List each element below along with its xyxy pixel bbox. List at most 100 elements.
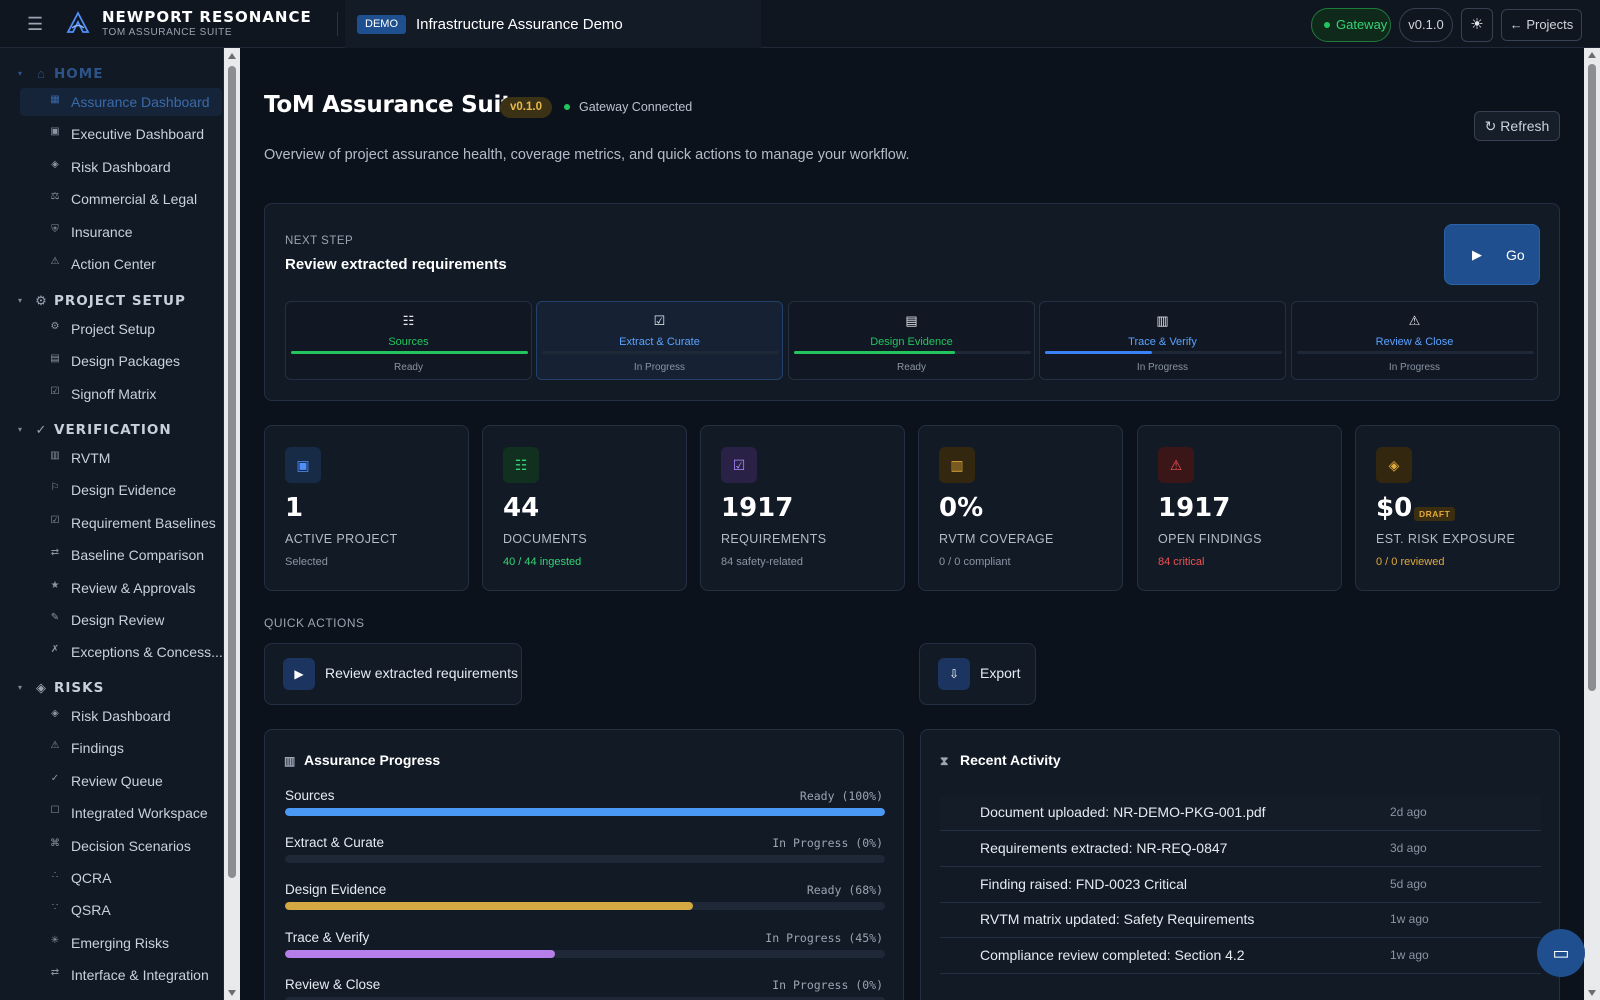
main-scroll-thumb[interactable]	[1588, 64, 1596, 691]
sidebar-item-rvtm[interactable]: ▥ RVTM	[20, 444, 222, 472]
go-label: Go	[1506, 247, 1525, 263]
sidebar-item-label: Emerging Risks	[71, 934, 170, 951]
activity-text: Compliance review completed: Section 4.2	[980, 947, 1245, 964]
go-button[interactable]: ▶ Go	[1444, 224, 1540, 285]
activity-text: Finding raised: FND-0023 Critical	[980, 875, 1187, 892]
scroll-up-arrow-icon[interactable]	[1588, 52, 1596, 58]
hamburger-menu-icon[interactable]: ☰	[27, 14, 44, 34]
sidebar-scroll-thumb[interactable]	[228, 66, 236, 878]
sidebar-item-signoff-matrix[interactable]: ☑ Signoff Matrix	[20, 380, 222, 408]
gateway-status-pill[interactable]: Gateway	[1311, 8, 1391, 42]
stat-label: OPEN FINDINGS	[1158, 532, 1262, 546]
stat-label: EST. RISK EXPOSURE	[1376, 532, 1516, 546]
sidebar-item-baseline-comparison[interactable]: ⇄ Baseline Comparison	[20, 541, 222, 569]
sidebar-item-design-evidence[interactable]: ⚐ Design Evidence	[20, 476, 222, 504]
sidebar-item-label: Insurance	[71, 223, 133, 240]
stat-card-active-project: ▣ 1 ACTIVE PROJECT Selected	[264, 425, 469, 591]
progress-row-name: Trace & Verify	[285, 929, 370, 945]
stat-label: ACTIVE PROJECT	[285, 532, 398, 546]
activity-item[interactable]: Requirements extracted: NR-REQ-0847 3d ag…	[940, 831, 1541, 867]
warning-icon: ⚠	[1158, 447, 1194, 483]
workflow-step-extract-and-curate[interactable]: ☑ Extract & Curate In Progress	[536, 301, 783, 380]
workflow-step-sources[interactable]: ☷ Sources Ready	[285, 301, 532, 380]
sidebar-item-integrated-workspace[interactable]: ☐ Integrated Workspace	[20, 799, 222, 827]
risk-dashboard-icon: ◈	[51, 158, 59, 170]
sidebar-item-risk-dashboard[interactable]: ◈ Risk Dashboard	[20, 702, 222, 730]
section-project-setup[interactable]: ▾ ⚙ PROJECT SETUP	[0, 289, 223, 315]
sidebar-item-label: Interface & Integration	[71, 967, 209, 984]
sidebar-item-qsra[interactable]: ∵ QSRA	[20, 896, 222, 924]
sidebar-item-interface-and-integration[interactable]: ⇄ Interface & Integration	[20, 961, 222, 989]
sidebar-item-label: QCRA	[71, 870, 112, 886]
section-risks[interactable]: ▾ ◈ RISKS	[0, 676, 223, 702]
sidebar-item-qcra[interactable]: ∴ QCRA	[20, 864, 222, 892]
sidebar-scrollbar[interactable]	[224, 48, 240, 1000]
section-home[interactable]: ▾ ⌂ HOME	[0, 62, 223, 88]
activity-item[interactable]: RVTM matrix updated: Safety Requirements…	[940, 902, 1541, 939]
progress-row-name: Review & Close	[285, 976, 381, 992]
chat-button[interactable]: ▭	[1537, 929, 1585, 977]
sidebar-item-decision-scenarios[interactable]: ⌘ Decision Scenarios	[20, 832, 222, 860]
sidebar-item-exceptions-and-concess[interactable]: ✗ Exceptions & Concess...	[20, 638, 223, 666]
sidebar-item-action-center[interactable]: ⚠ Action Center	[20, 250, 222, 278]
section-verification[interactable]: ▾ ✓ VERIFICATION	[0, 418, 223, 444]
gateway-status-dot-icon	[1324, 22, 1330, 28]
stat-value: 44	[503, 493, 540, 523]
sidebar-item-label: Design Evidence	[71, 482, 177, 499]
sidebar-item-review-queue[interactable]: ✓ Review Queue	[20, 767, 222, 795]
sidebar-item-design-packages[interactable]: ▤ Design Packages	[20, 347, 222, 375]
scroll-down-arrow-icon[interactable]	[1588, 990, 1596, 996]
sidebar-item-risk-dashboard[interactable]: ◈ Risk Dashboard	[20, 153, 222, 181]
progress-row-status: Ready (100%)	[799, 789, 883, 803]
scroll-down-arrow-icon[interactable]	[228, 990, 236, 996]
workflow-step-progress-track	[1297, 351, 1534, 354]
activity-time: 5d ago	[1390, 876, 1427, 891]
sidebar-item-review-and-approvals[interactable]: ★ Review & Approvals	[20, 574, 222, 602]
stat-subtext: 84 critical	[1158, 556, 1205, 568]
back-to-projects-button[interactable]: ← Projects	[1501, 9, 1582, 41]
activity-item[interactable]: Compliance review completed: Section 4.2…	[940, 938, 1541, 975]
workflow-step-progress-fill	[291, 351, 528, 354]
workflow-step-review-and-close[interactable]: ⚠ Review & Close In Progress	[1291, 301, 1538, 380]
sidebar-item-project-setup[interactable]: ⚙ Project Setup	[20, 315, 222, 343]
stat-value: $0	[1376, 493, 1413, 523]
theme-toggle-button[interactable]: ☀	[1461, 8, 1493, 42]
stat-subtext: 0 / 0 reviewed	[1376, 556, 1445, 568]
top-bar: ☰ NEWPORT RESONANCE TOM ASSURANCE SUITE …	[0, 0, 1600, 48]
scroll-up-arrow-icon[interactable]	[228, 53, 236, 59]
commercial-and-legal-icon: ⚖	[50, 191, 60, 203]
export-button[interactable]: ⇩ Export	[919, 643, 1036, 705]
workflow-step-status: Ready	[897, 362, 926, 373]
version-pill[interactable]: v0.1.0	[1399, 8, 1453, 42]
refresh-button[interactable]: ↻ Refresh	[1474, 111, 1560, 141]
progress-bar-track	[285, 996, 885, 1000]
sidebar-item-findings[interactable]: ⚠ Findings	[20, 734, 222, 762]
review-requirements-action-label: Review extracted requirements	[325, 665, 518, 681]
gear-icon: ⚙	[35, 293, 47, 308]
workflow-step-trace-and-verify[interactable]: ▥ Trace & Verify In Progress	[1039, 301, 1286, 380]
review-requirements-action-button[interactable]: ▶ Review extracted requirements	[264, 643, 522, 705]
progress-row-status: In Progress (0%)	[772, 836, 883, 851]
workflow-step-status: In Progress	[1136, 362, 1189, 373]
workflow-step-name: Trace & Verify	[1128, 336, 1197, 348]
sidebar-item-executive-dashboard[interactable]: ▣ Executive Dashboard	[20, 120, 222, 148]
stat-card-est-risk-exposure: ◈ $0 EST. RISK EXPOSURE 0 / 0 reviewed DRAFT	[1355, 425, 1560, 591]
sidebar-item-commercial-and-legal[interactable]: ⚖ Commercial & Legal	[20, 185, 222, 213]
sidebar-item-label: Action Center	[71, 256, 156, 272]
activity-item[interactable]: Document uploaded: NR-DEMO-PKG-001.pdf 2d…	[940, 795, 1541, 831]
sidebar-item-emerging-risks[interactable]: ✳ Emerging Risks	[20, 929, 222, 957]
review-queue-icon: ✓	[50, 772, 60, 784]
workflow-step-design-evidence[interactable]: ▤ Design Evidence Ready	[788, 301, 1035, 380]
sidebar-item-assurance-dashboard[interactable]: ▦ Assurance Dashboard	[20, 88, 222, 116]
rvtm-icon: ▥	[50, 450, 60, 461]
project-title[interactable]: Infrastructure Assurance Demo	[416, 16, 623, 33]
qcra-icon: ∴	[51, 870, 59, 881]
progress-row-review-and-close: Review & Close In Progress (0%)	[285, 977, 885, 1000]
activity-item[interactable]: Finding raised: FND-0023 Critical 5d ago	[940, 867, 1541, 903]
sidebar-item-requirement-baselines[interactable]: ☑ Requirement Baselines	[20, 509, 222, 537]
section-title: HOME	[54, 66, 104, 82]
check-icon: ✓	[35, 422, 47, 437]
main-scrollbar[interactable]	[1584, 48, 1600, 1000]
sidebar-item-insurance[interactable]: ⛨ Insurance	[20, 218, 222, 246]
sidebar-item-design-review[interactable]: ✎ Design Review	[20, 606, 222, 634]
